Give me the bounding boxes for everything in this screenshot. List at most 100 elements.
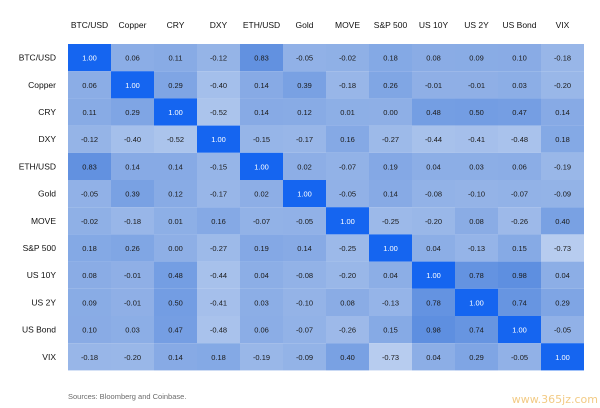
cell-value-label: 0.02 bbox=[254, 190, 269, 199]
heatmap-cell bbox=[326, 71, 369, 99]
heatmap-cell bbox=[412, 71, 455, 99]
cell-value-label: 0.26 bbox=[383, 81, 398, 90]
heatmap-cell bbox=[240, 125, 283, 153]
column-label-us-bond: US Bond bbox=[502, 20, 536, 30]
heatmap-cell bbox=[197, 234, 240, 262]
cell-value-label: -0.44 bbox=[210, 271, 227, 280]
cell-value-label: -0.52 bbox=[167, 135, 184, 144]
heatmap-cell bbox=[498, 180, 541, 208]
heatmap-cell bbox=[240, 261, 283, 289]
cell-value-label: 0.04 bbox=[254, 271, 269, 280]
heatmap-cell bbox=[197, 343, 240, 371]
heatmap-cell bbox=[197, 180, 240, 208]
cell-value-label: 0.19 bbox=[254, 244, 269, 253]
heatmap-cell bbox=[412, 234, 455, 262]
cell-value-label: 1.00 bbox=[555, 353, 570, 362]
heatmap-cell bbox=[240, 316, 283, 344]
heatmap-cell bbox=[240, 288, 283, 316]
heatmap-cell bbox=[498, 44, 541, 72]
cell-value-label: 0.18 bbox=[555, 135, 570, 144]
cell-value-label: -0.40 bbox=[210, 81, 227, 90]
heatmap-cell bbox=[154, 234, 197, 262]
cell-value-label: 0.08 bbox=[469, 217, 484, 226]
heatmap-cell bbox=[455, 288, 498, 316]
cell-value-label: 0.16 bbox=[211, 217, 226, 226]
cell-value-label: 0.11 bbox=[168, 54, 182, 63]
heatmap-cell bbox=[283, 207, 326, 235]
cell-value-label: -0.19 bbox=[554, 162, 571, 171]
cell-value-label: 0.06 bbox=[82, 81, 97, 90]
cell-value-label: 0.26 bbox=[125, 244, 140, 253]
heatmap-cell bbox=[498, 207, 541, 235]
cell-value-label: -0.18 bbox=[81, 353, 98, 362]
cell-value-label: 0.00 bbox=[168, 244, 183, 253]
cell-value-label: 0.15 bbox=[512, 244, 527, 253]
cell-value-label: 0.50 bbox=[168, 298, 183, 307]
heatmap-cell bbox=[240, 98, 283, 126]
row-label-s-p-500: S&P 500 bbox=[23, 243, 57, 253]
cell-value-label: 0.11 bbox=[82, 108, 96, 117]
cell-value-label: 0.04 bbox=[555, 271, 570, 280]
cell-value-label: -0.13 bbox=[468, 244, 485, 253]
cell-value-label: 0.29 bbox=[555, 298, 570, 307]
heatmap-cell bbox=[498, 288, 541, 316]
heatmap-cell bbox=[154, 180, 197, 208]
cell-value-label: 0.39 bbox=[125, 190, 140, 199]
heatmap-cell bbox=[111, 71, 154, 99]
heatmap-cell bbox=[455, 125, 498, 153]
heatmap-cell bbox=[498, 71, 541, 99]
heatmap-cell bbox=[326, 98, 369, 126]
heatmap-cell bbox=[455, 343, 498, 371]
heatmap-cell bbox=[240, 71, 283, 99]
cell-value-label: 1.00 bbox=[340, 217, 355, 226]
cell-value-label: -0.05 bbox=[81, 190, 98, 199]
watermark: www.365jz.com bbox=[511, 393, 598, 406]
heatmap-cell bbox=[541, 207, 584, 235]
heatmap-cell bbox=[283, 288, 326, 316]
heatmap-cell bbox=[240, 234, 283, 262]
heatmap-cell bbox=[412, 343, 455, 371]
cell-value-label: -0.20 bbox=[124, 353, 141, 362]
heatmap-cell bbox=[498, 234, 541, 262]
cell-value-label: -0.12 bbox=[81, 135, 98, 144]
cell-value-label: -0.09 bbox=[554, 190, 571, 199]
heatmap-cell bbox=[326, 234, 369, 262]
column-label-s-p-500: S&P 500 bbox=[374, 20, 408, 30]
cell-value-label: 0.09 bbox=[82, 298, 97, 307]
cell-value-label: 1.00 bbox=[512, 326, 527, 335]
cell-value-label: -0.05 bbox=[296, 217, 313, 226]
heatmap-cell bbox=[197, 71, 240, 99]
heatmap-cell bbox=[369, 71, 412, 99]
cell-value-label: -0.52 bbox=[210, 108, 227, 117]
cell-value-label: 0.19 bbox=[383, 162, 398, 171]
heatmap-cell bbox=[154, 98, 197, 126]
heatmap-cell bbox=[541, 234, 584, 262]
cell-value-label: 0.06 bbox=[254, 326, 269, 335]
heatmap-cell bbox=[498, 152, 541, 180]
heatmap-cell bbox=[68, 261, 111, 289]
heatmap-cell bbox=[154, 125, 197, 153]
heatmap-cell bbox=[455, 71, 498, 99]
heatmap-cell bbox=[283, 343, 326, 371]
heatmap-cell bbox=[68, 152, 111, 180]
heatmap-cell bbox=[154, 152, 197, 180]
heatmap-cell bbox=[68, 288, 111, 316]
heatmap-cell bbox=[369, 288, 412, 316]
row-label-us-2y: US 2Y bbox=[31, 297, 56, 307]
cell-value-label: 0.48 bbox=[426, 108, 441, 117]
cell-value-label: -0.18 bbox=[124, 217, 141, 226]
cell-value-label: -0.48 bbox=[210, 326, 227, 335]
heatmap-cell bbox=[283, 44, 326, 72]
cell-value-label: 0.04 bbox=[383, 271, 398, 280]
cell-value-label: -0.27 bbox=[210, 244, 227, 253]
cell-value-label: 0.98 bbox=[512, 271, 527, 280]
cell-value-label: -0.05 bbox=[554, 326, 571, 335]
cell-value-label: 0.50 bbox=[469, 108, 484, 117]
cell-value-label: 0.74 bbox=[512, 298, 527, 307]
cell-value-label: 0.14 bbox=[168, 162, 183, 171]
heatmap-cell bbox=[455, 98, 498, 126]
cell-value-label: -0.10 bbox=[468, 190, 485, 199]
heatmap-cell bbox=[240, 152, 283, 180]
column-label-us-2y: US 2Y bbox=[464, 20, 489, 30]
cell-value-label: 0.12 bbox=[297, 108, 312, 117]
